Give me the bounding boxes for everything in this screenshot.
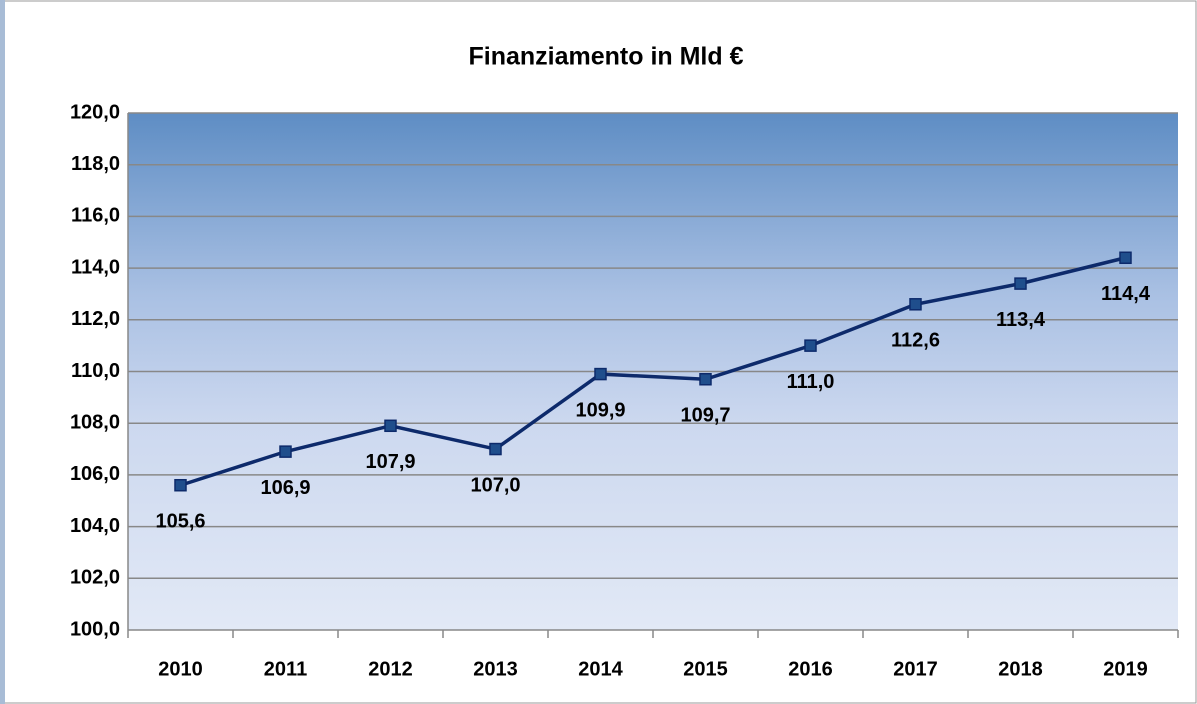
x-tick-label: 2012 [368,658,413,680]
data-label: 105,6 [155,511,205,533]
marker [279,445,292,458]
y-tick-label: 114,0 [71,256,120,278]
y-tick-label: 112,0 [71,308,120,330]
marker [804,339,817,352]
y-tick-label: 108,0 [70,411,120,433]
marker [699,373,712,386]
edge [0,0,5,704]
x-tick-label: 2014 [578,658,623,680]
data-label: 109,7 [680,405,730,427]
marker [384,419,397,433]
x-tick-label: 2011 [264,658,307,680]
y-tick-label: 100,0 [70,618,120,640]
y-tick-label: 110,0 [71,360,120,382]
marker [174,478,187,492]
marker [594,367,607,381]
data-label: 113,4 [996,309,1046,331]
marker [489,442,502,456]
marker [1119,251,1132,265]
y-tick-label: 120,0 [70,101,120,123]
y-tick-label: 118,0 [71,153,120,175]
marker [909,298,922,311]
data-label: 106,9 [260,477,310,499]
x-tick-label: 2018 [998,658,1043,680]
y-tick-label: 102,0 [70,567,120,589]
x-tick-label: 2017 [893,658,938,680]
x-tick-label: 2015 [683,658,728,680]
data-label: 114,4 [1101,283,1151,305]
x-tick-label: 2013 [473,658,518,680]
data-label: 107,9 [365,451,415,473]
x-tick-label: 2019 [1103,658,1148,680]
x-tick-label: 2016 [788,658,833,680]
y-tick-label: 104,0 [70,515,120,537]
marker [1014,277,1027,290]
chart-title: Finanziamento in Mld € [468,43,743,71]
data-label: 111,0 [787,371,835,393]
y-tick-label: 116,0 [71,205,120,227]
data-label: 107,0 [470,474,520,496]
data-label: 109,9 [575,399,625,421]
y-tick-label: 106,0 [70,463,120,485]
x-tick-label: 2010 [158,658,203,680]
line [179,256,1126,487]
data-label: 112,6 [891,330,940,352]
